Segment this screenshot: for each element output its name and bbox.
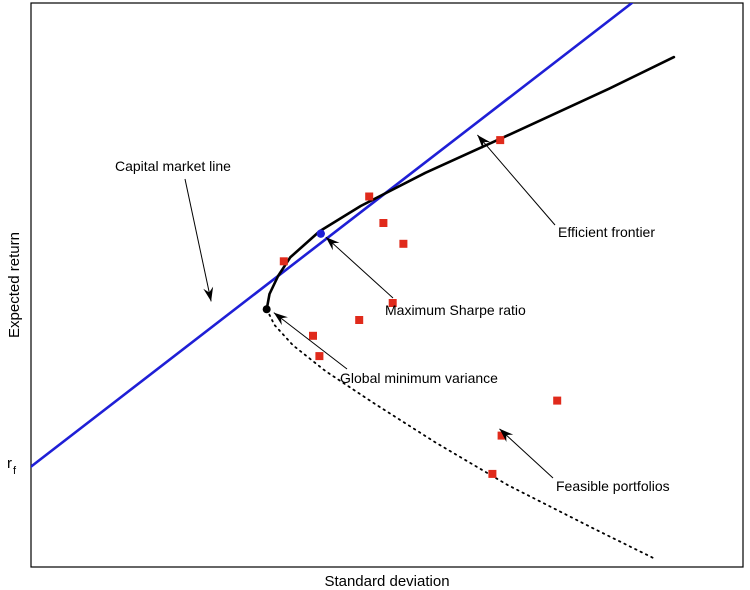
annotation-arrowhead	[203, 286, 214, 302]
annotation-label: Feasible portfolios	[556, 478, 670, 494]
inefficient-frontier-line	[265, 308, 655, 559]
annotation-arrowhead	[499, 428, 514, 442]
annotation-label: Maximum Sharpe ratio	[385, 302, 526, 318]
annotation-label: Efficient frontier	[558, 224, 655, 240]
feasible-portfolio-point	[279, 257, 288, 266]
annotation-layer: Capital market line Efficient frontier Max…	[115, 134, 670, 494]
efficient-frontier-line	[265, 55, 676, 311]
annotation-arrowhead	[273, 312, 288, 326]
feasible-portfolio-point	[355, 316, 364, 324]
max-sharpe-point	[316, 229, 325, 238]
plot-frame	[30, 2, 744, 568]
annotation-arrow-line	[325, 236, 394, 299]
annotation-label: Capital market line	[115, 158, 231, 174]
capital-market-line-line	[31, 3, 634, 468]
feasible-portfolio-point	[388, 299, 397, 307]
risk-free-tick-label: rf	[7, 455, 17, 477]
feasible-portfolio-point	[365, 192, 374, 201]
risk-free-tick-sub: f	[13, 465, 17, 477]
annotation-arrow-line	[499, 428, 554, 479]
annotation-arrow-line	[273, 312, 348, 370]
feasible-portfolio-point	[553, 396, 562, 405]
feasible-portfolio-point	[315, 352, 324, 361]
feasible-portfolio-point	[488, 469, 497, 478]
series-layer	[31, 3, 676, 559]
global-min-variance-point	[262, 305, 271, 314]
feasible-portfolio-point	[309, 331, 317, 340]
risk-free-tick-base: r	[7, 455, 12, 472]
annotation-arrow-line	[477, 134, 556, 226]
feasible-portfolio-point	[399, 239, 408, 248]
annotation-label: Global minimum variance	[340, 370, 498, 386]
feasible-portfolio-point	[497, 431, 506, 440]
y-axis-label: Expected return	[6, 232, 23, 338]
annotation-arrowhead	[477, 135, 491, 149]
annotation-arrowhead	[325, 237, 340, 251]
x-axis-label: Standard deviation	[324, 573, 449, 590]
feasible-portfolio-point	[379, 219, 388, 227]
annotation-arrow-line	[184, 178, 212, 302]
feasible-portfolio-point	[496, 136, 505, 145]
marker-layer	[262, 136, 562, 478]
